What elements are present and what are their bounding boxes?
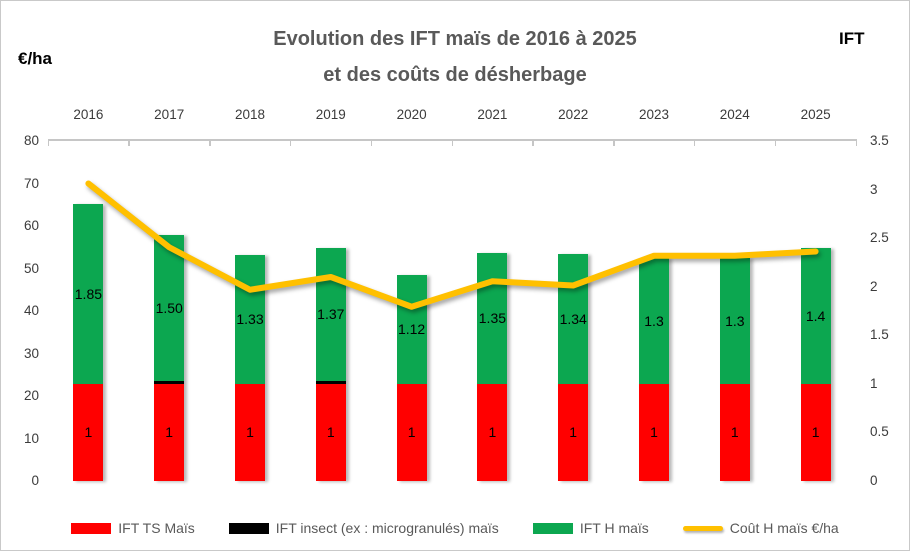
legend-swatch-ift-ts [71, 522, 112, 534]
bar-value-label: 1 [326, 424, 335, 441]
category-label: 2024 [719, 107, 750, 122]
left-axis-tick-label: 0 [31, 473, 39, 488]
bar-2022 [558, 253, 589, 481]
bar-2018 [235, 254, 265, 481]
chart-title-line2: et des coûts de désherbage [323, 64, 587, 86]
legend-label-ift-ts: IFT TS Maïs [118, 520, 195, 536]
left-axis-tick-label: 50 [23, 260, 39, 276]
right-axis-tick-label: 0 [870, 473, 878, 488]
right-axis-tick-label: 1.5 [870, 327, 889, 343]
left-axis-tick-label: 40 [23, 303, 39, 318]
category-label: 2016 [73, 107, 104, 122]
bar-value-label: 1 [811, 424, 820, 441]
right-axis-title: IFT [839, 29, 865, 48]
category-axis-tick [47, 139, 49, 146]
bar-2021 [477, 252, 508, 481]
bar-value-label: 1.12 [397, 321, 426, 338]
bar-segment-series-0 [315, 383, 346, 481]
bar-segment-series-0 [639, 383, 669, 481]
bar-segment-series-0 [396, 383, 427, 481]
legend-label-ift-insect: IFT insect (ex : microgranulés) maïs [275, 520, 499, 536]
right-axis-tick-label: 3.5 [870, 133, 889, 148]
bar-2019 [315, 247, 346, 481]
category-axis-tick [774, 139, 777, 146]
bar-value-label: 1 [488, 424, 497, 441]
bar-value-label: 1 [246, 424, 254, 441]
bar-2025 [800, 247, 831, 481]
bar-segment-series-0 [558, 383, 589, 481]
bar-segment-series-0 [477, 383, 508, 481]
bar-value-label: 1.35 [478, 310, 507, 327]
category-axis-tick [613, 139, 615, 146]
left-axis-tick-label: 20 [23, 388, 39, 403]
right-axis-tick-label: 3 [870, 181, 878, 197]
bar-segment-series-0 [73, 383, 104, 481]
category-label: 2025 [800, 107, 831, 122]
bar-value-label: 1.50 [155, 300, 183, 317]
legend-swatch-ift-h [532, 522, 573, 534]
bar-2024 [719, 257, 750, 481]
category-label: 2022 [558, 107, 589, 122]
bar-value-label: 1 [650, 424, 658, 441]
category-axis-tick [289, 139, 292, 146]
chart-title: Evolution des IFT maïs de 2016 à 2025 et… [1, 21, 909, 93]
category-axis-tick [693, 139, 696, 146]
legend-swatch-cost-line [682, 525, 723, 531]
bar-value-label: 1 [730, 424, 739, 441]
bar-value-label: 1.34 [559, 310, 587, 327]
bar-value-label: 1.33 [236, 311, 264, 328]
legend-item-cost-line: Coût H maïs €/ha [682, 520, 839, 536]
right-axis-tick-label: 2.5 [870, 230, 889, 246]
right-axis-tick-label: 0.5 [870, 424, 889, 440]
left-axis-tick-label: 60 [23, 218, 39, 233]
legend: IFT TS Maïs IFT insect (ex : microgranul… [1, 520, 909, 536]
bar-2020 [396, 275, 427, 481]
cost-line [85, 180, 819, 310]
category-label: 2021 [477, 107, 508, 122]
bar-value-label: 1.3 [725, 312, 745, 329]
left-axis-tick-label: 70 [23, 175, 39, 191]
right-axis-tick-label: 1 [870, 375, 878, 391]
category-label: 2019 [315, 107, 346, 122]
left-axis-tick-label: 80 [23, 133, 39, 148]
bar-value-label: 1.4 [805, 307, 826, 324]
left-axis-tick-label: 10 [23, 430, 39, 446]
category-axis-tick [451, 139, 453, 146]
category-label: 2023 [638, 107, 670, 122]
category-axis-tick [855, 139, 857, 146]
category-label: 2017 [154, 107, 185, 122]
left-axis-tick-label: 30 [23, 345, 39, 361]
bar-2017 [154, 235, 185, 481]
legend-swatch-ift-insect [228, 522, 269, 534]
bar-value-label: 1.3 [644, 312, 664, 329]
legend-item-ift-h: IFT H maïs [532, 520, 649, 536]
bar-value-label: 1.85 [74, 286, 103, 302]
bar-segment-series-1 [315, 380, 346, 384]
category-label: 2018 [234, 107, 266, 122]
category-axis-tick [209, 139, 211, 146]
bar-segment-series-0 [154, 383, 185, 481]
chart-title-line1: Evolution des IFT maïs de 2016 à 2025 [273, 28, 637, 50]
legend-item-ift-ts: IFT TS Maïs [71, 520, 195, 536]
bar-segment-series-0 [719, 383, 750, 481]
bar-value-label: 1 [84, 424, 93, 441]
legend-item-ift-insect: IFT insect (ex : microgranulés) maïs [228, 520, 499, 536]
bar-2023 [639, 257, 669, 481]
category-axis-tick [370, 139, 373, 146]
bar-value-label: 1 [569, 424, 578, 441]
bar-segment-series-0 [235, 383, 265, 481]
bar-value-label: 1 [165, 424, 174, 441]
left-axis-title: €/ha [18, 49, 53, 68]
bar-value-label: 1.37 [317, 306, 345, 323]
legend-label-cost-line: Coût H maïs €/ha [729, 520, 839, 536]
category-axis-tick [128, 139, 130, 146]
bar-value-label: 1 [407, 424, 416, 441]
legend-label-ift-h: IFT H maïs [579, 520, 649, 536]
bar-segment-series-1 [154, 380, 185, 384]
bar-segment-series-0 [800, 383, 831, 481]
right-axis-tick-label: 2 [870, 278, 878, 294]
category-label: 2020 [396, 107, 427, 122]
category-axis-tick [532, 139, 534, 146]
